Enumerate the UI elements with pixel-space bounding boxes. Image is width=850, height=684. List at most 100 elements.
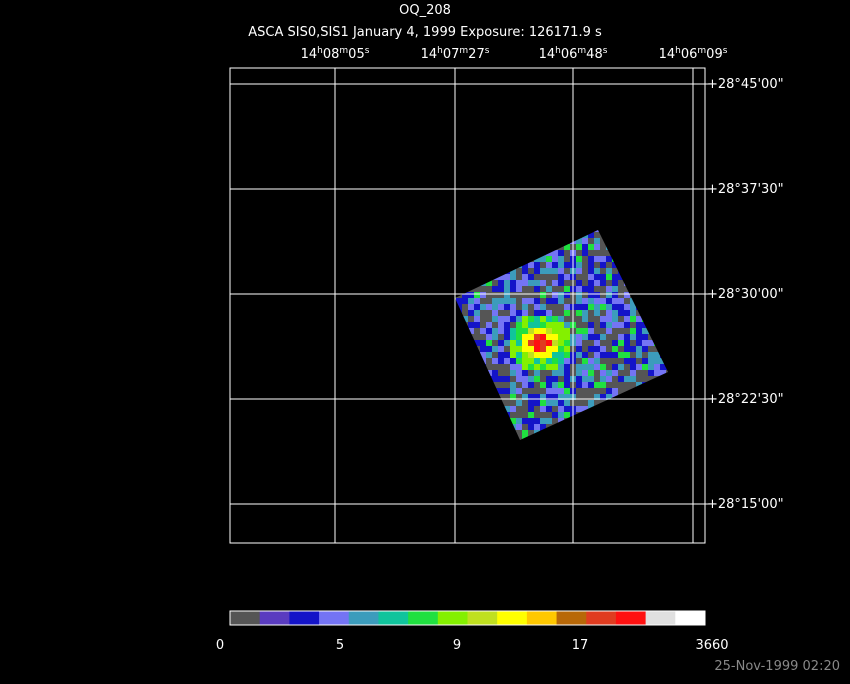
- image-pixel: [540, 304, 546, 310]
- image-pixel: [552, 322, 558, 328]
- image-pixel: [522, 352, 528, 358]
- image-pixel: [474, 352, 480, 358]
- image-pixel: [468, 400, 474, 406]
- image-pixel: [468, 424, 474, 430]
- image-pixel: [606, 232, 612, 238]
- image-pixel: [612, 364, 618, 370]
- image-pixel: [636, 436, 642, 440]
- image-pixel: [624, 230, 630, 232]
- image-pixel: [636, 268, 642, 274]
- image-pixel: [660, 238, 666, 244]
- image-pixel: [582, 232, 588, 238]
- image-pixel: [468, 430, 474, 436]
- image-pixel: [516, 316, 522, 322]
- image-pixel: [600, 280, 606, 286]
- image-pixel: [630, 238, 636, 244]
- image-pixel: [594, 230, 600, 232]
- image-pixel: [636, 238, 642, 244]
- image-pixel: [666, 436, 668, 440]
- image-pixel: [510, 340, 516, 346]
- image-pixel: [480, 310, 486, 316]
- image-pixel: [492, 376, 498, 382]
- image-pixel: [564, 352, 570, 358]
- image-pixel: [612, 298, 618, 304]
- image-pixel: [576, 292, 582, 298]
- image-pixel: [480, 346, 486, 352]
- image-pixel: [528, 406, 534, 412]
- dec-label: +28°15'00": [707, 497, 784, 512]
- image-pixel: [660, 358, 666, 364]
- image-pixel: [522, 316, 528, 322]
- image-pixel: [552, 316, 558, 322]
- image-pixel: [606, 292, 612, 298]
- image-pixel: [486, 286, 492, 292]
- image-pixel: [486, 230, 492, 232]
- image-pixel: [534, 274, 540, 280]
- image-pixel: [462, 388, 468, 394]
- image-pixel: [648, 382, 654, 388]
- image-pixel: [522, 250, 528, 256]
- image-pixel: [522, 304, 528, 310]
- image-pixel: [624, 292, 630, 298]
- image-pixel: [606, 304, 612, 310]
- image-pixel: [492, 418, 498, 424]
- image-pixel: [582, 256, 588, 262]
- image-pixel: [630, 310, 636, 316]
- image-pixel: [624, 364, 630, 370]
- image-pixel: [474, 346, 480, 352]
- image-pixel: [666, 412, 668, 418]
- image-pixel: [516, 358, 522, 364]
- image-pixel: [630, 316, 636, 322]
- image-pixel: [462, 430, 468, 436]
- image-pixel: [546, 418, 552, 424]
- image-pixel: [534, 442, 540, 448]
- image-pixel: [600, 400, 606, 406]
- image-pixel: [456, 424, 462, 430]
- image-pixel: [474, 382, 480, 388]
- image-pixel: [498, 274, 504, 280]
- image-pixel: [618, 256, 624, 262]
- ra-label-part: 05: [348, 47, 365, 62]
- image-pixel: [576, 286, 582, 292]
- image-pixel: [534, 424, 540, 430]
- image-pixel: [480, 256, 486, 262]
- image-pixel: [660, 424, 666, 430]
- image-pixel: [516, 412, 522, 418]
- plot-frame: [229, 67, 706, 544]
- image-pixel: [636, 292, 642, 298]
- image-pixel: [510, 280, 516, 286]
- image-pixel: [486, 310, 492, 316]
- image-pixel: [504, 322, 510, 328]
- image-pixel: [588, 256, 594, 262]
- image-pixel: [498, 286, 504, 292]
- image-pixel: [462, 232, 468, 238]
- image-pixel: [534, 364, 540, 370]
- image-pixel: [606, 274, 612, 280]
- image-pixel: [552, 436, 558, 440]
- image-pixel: [630, 364, 636, 370]
- image-pixel: [462, 292, 468, 298]
- image-pixel: [654, 256, 660, 262]
- image-pixel: [558, 400, 564, 406]
- image-pixel: [600, 430, 606, 436]
- image-pixel: [516, 430, 522, 436]
- image-pixel: [648, 310, 654, 316]
- image-pixel: [618, 388, 624, 394]
- image-pixel: [558, 418, 564, 424]
- image-pixel: [540, 262, 546, 268]
- image-pixel: [540, 358, 546, 364]
- image-pixel: [486, 406, 492, 412]
- colorbar-frame: [229, 610, 706, 626]
- image-pixel: [474, 370, 480, 376]
- image-pixel: [540, 244, 546, 250]
- image-pixel: [516, 394, 522, 400]
- image-pixel: [630, 244, 636, 250]
- image-pixel: [492, 436, 498, 440]
- image-pixel: [636, 346, 642, 352]
- image-pixel: [528, 310, 534, 316]
- image-pixel: [492, 334, 498, 340]
- image-pixel: [594, 400, 600, 406]
- image-pixel: [480, 430, 486, 436]
- image-pixel: [588, 322, 594, 328]
- image-pixel: [456, 334, 462, 340]
